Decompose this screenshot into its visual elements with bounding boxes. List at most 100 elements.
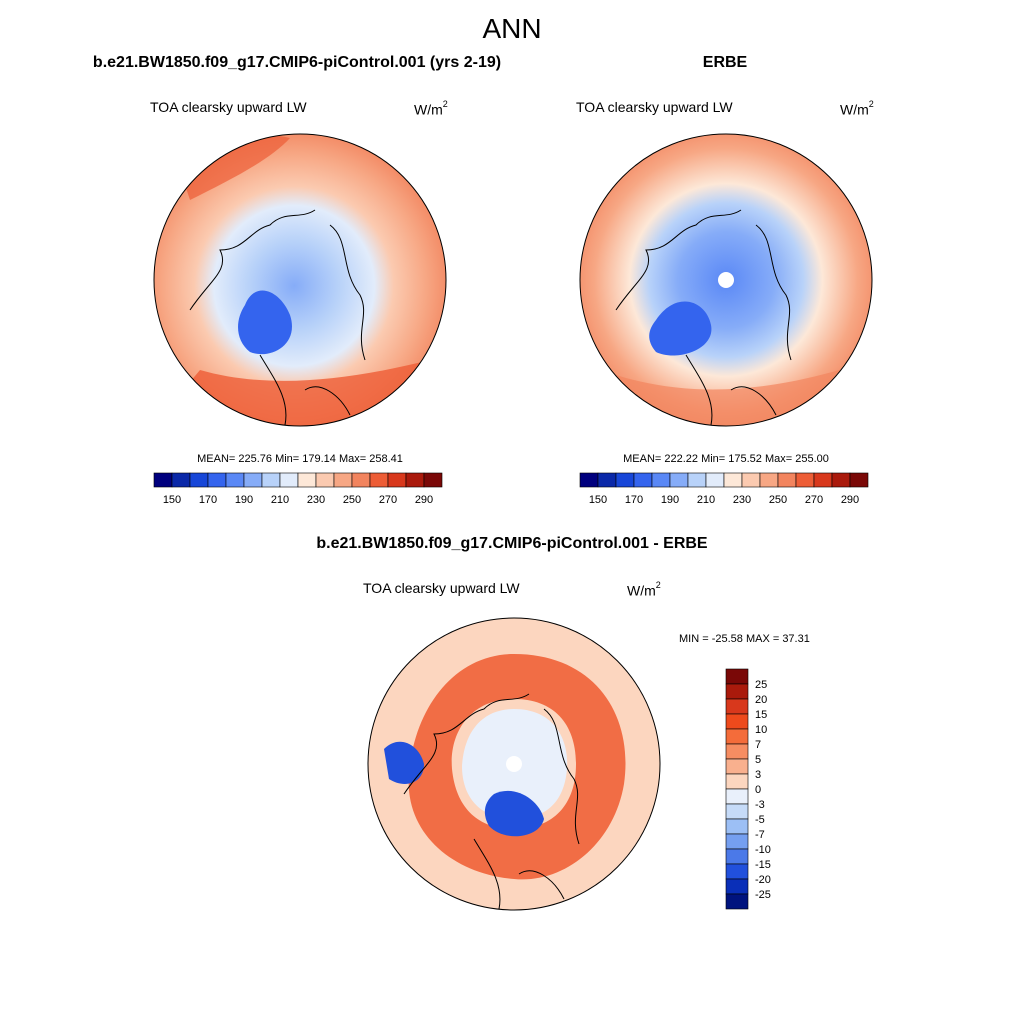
diff-colorbar-label: 7 <box>755 739 761 751</box>
diff-colorbar-label: -20 <box>755 874 771 886</box>
model-units-base: W/m <box>414 101 443 118</box>
diff-colorbar-box <box>725 893 749 910</box>
diff-colorbar-box <box>725 743 749 760</box>
obs-colorbar-label: 210 <box>697 494 715 506</box>
model-panel-header: b.e21.BW1850.f09_g17.CMIP6-piControl.001… <box>92 54 502 71</box>
diff-colorbar-box <box>725 788 749 805</box>
diff-colorbar-label: -5 <box>755 814 765 826</box>
diff-colorbar-box <box>725 773 749 790</box>
diff-units-exp: 2 <box>655 580 661 590</box>
obs-colorbar-box <box>813 472 833 488</box>
model-polar-map <box>153 133 447 427</box>
obs-colorbar-box <box>633 472 653 488</box>
model-colorbar-label: 230 <box>307 494 325 506</box>
obs-colorbar-label: 270 <box>805 494 823 506</box>
obs-colorbar-box <box>831 472 851 488</box>
obs-variable-title: TOA clearsky upward LW <box>576 99 733 115</box>
model-map-field <box>154 134 446 426</box>
diff-variable-title: TOA clearsky upward LW <box>363 580 520 596</box>
obs-units-base: W/m <box>840 101 869 118</box>
diff-colorbar-box <box>725 818 749 835</box>
diff-colorbar-box <box>725 713 749 730</box>
obs-map-border <box>579 133 873 427</box>
obs-units-exp: 2 <box>868 99 874 109</box>
obs-colorbar-box <box>741 472 761 488</box>
model-colorbar-box <box>261 472 281 488</box>
diff-warm-ring <box>408 654 626 880</box>
obs-polar-map <box>579 133 873 427</box>
diff-colorbar-box <box>725 698 749 715</box>
model-colorbar-box <box>333 472 353 488</box>
diff-colorbar-label: 5 <box>755 754 761 766</box>
diff-colorbar-label: -15 <box>755 859 771 871</box>
obs-colorbar-box <box>705 472 725 488</box>
diff-colorbar-box <box>725 833 749 850</box>
model-units: W/m2 <box>414 99 448 118</box>
model-colorbar-box <box>297 472 317 488</box>
model-colorbar-label: 270 <box>379 494 397 506</box>
model-colorbar-box <box>315 472 335 488</box>
diff-colorbar-box <box>725 803 749 820</box>
model-colorbar-box <box>405 472 425 488</box>
diff-units-base: W/m <box>627 582 656 599</box>
model-colorbar-label: 170 <box>199 494 217 506</box>
model-coastlines <box>189 209 366 426</box>
model-colorbar-box <box>351 472 371 488</box>
obs-colorbar-box <box>687 472 707 488</box>
model-colorbar-box <box>279 472 299 488</box>
model-colorbar-box <box>171 472 191 488</box>
page-title: ANN <box>482 13 542 44</box>
obs-greenland-low <box>649 301 712 356</box>
diff-pole-missing <box>506 756 522 772</box>
model-colorbar-box <box>153 472 173 488</box>
obs-colorbar-box <box>795 472 815 488</box>
diff-colorbar-box <box>725 758 749 775</box>
obs-panel-header: ERBE <box>702 54 748 71</box>
diff-cool-patch-south <box>484 790 544 837</box>
model-colorbar-box <box>225 472 245 488</box>
diff-colorbar-label: 15 <box>755 709 767 721</box>
diff-colorbar-box <box>725 728 749 745</box>
obs-colorbar-box <box>777 472 797 488</box>
obs-colorbar-label: 170 <box>625 494 643 506</box>
diff-map-border <box>367 617 661 911</box>
diff-colorbar-label: 10 <box>755 724 767 736</box>
model-colorbar-label: 150 <box>163 494 181 506</box>
diff-cool-patch-west <box>384 741 424 784</box>
model-colorbar-label: 290 <box>415 494 433 506</box>
obs-colorbar-label: 230 <box>733 494 751 506</box>
diff-colorbar-label: -10 <box>755 844 771 856</box>
obs-colorbar-labels: 150 170 190 210 230 250 270 290 <box>589 494 859 506</box>
model-colorbar: 150 170 190 210 230 250 270 290 <box>153 472 443 506</box>
obs-colorbar-box <box>669 472 689 488</box>
diff-colorbar-box <box>725 848 749 865</box>
obs-colorbar-boxes <box>579 472 869 488</box>
model-colorbar-boxes <box>153 472 443 488</box>
model-colorbar-box <box>189 472 209 488</box>
diff-stats: MIN = -25.58 MAX = 37.31 <box>679 633 810 645</box>
diff-colorbar-label: -25 <box>755 889 771 901</box>
diff-colorbar-label: 25 <box>755 679 767 691</box>
model-colorbar-label: 210 <box>271 494 289 506</box>
obs-pole-missing <box>718 272 734 288</box>
model-units-exp: 2 <box>442 99 448 109</box>
diff-coastlines <box>403 693 580 910</box>
obs-colorbar-box <box>615 472 635 488</box>
diff-colorbar-labels: 25 20 15 10 7 5 3 0 -3 -5 -7 -10 -15 -20 -25 <box>755 679 771 901</box>
obs-colorbar-label: 150 <box>589 494 607 506</box>
model-colorbar-box <box>243 472 263 488</box>
diff-colorbar-label: 20 <box>755 694 767 706</box>
obs-colorbar-box <box>723 472 743 488</box>
diff-colorbar-label: 3 <box>755 769 761 781</box>
diff-colorbar-box <box>725 683 749 700</box>
diff-colorbar-box <box>725 668 749 685</box>
diff-colorbar-boxes <box>725 668 749 910</box>
model-map-border <box>153 133 447 427</box>
model-colorbar-box <box>423 472 443 488</box>
obs-coastlines <box>615 209 792 426</box>
obs-stats: MEAN= 222.22 Min= 175.52 Max= 255.00 <box>623 453 829 465</box>
diff-colorbar-box <box>725 863 749 880</box>
model-colorbar-box <box>387 472 407 488</box>
diff-polar-map <box>367 617 661 911</box>
obs-colorbar-label: 290 <box>841 494 859 506</box>
